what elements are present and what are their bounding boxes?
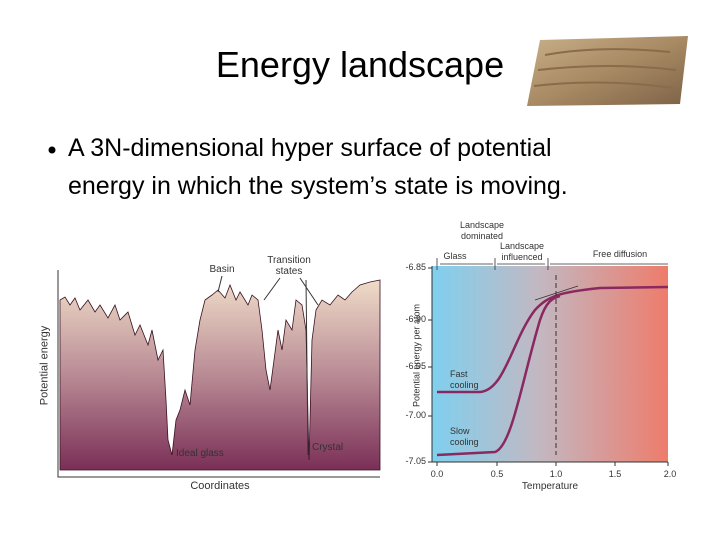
x-tick-label: 0.0 [430,469,444,479]
region-label: Glass [443,251,467,261]
tangent-line [534,285,579,301]
left-y-label: Potential energy [38,325,51,406]
slide-title: Energy landscape [215,44,505,85]
curve-label: Slow cooling [450,426,479,447]
y-tick-label: -7.05 [405,456,426,466]
y-tick-label: -6.95 [405,361,426,371]
energy-landscape [59,279,381,471]
bullet-line: A 3N-dimensional hyper surface of potent… [68,134,552,162]
y-tick-label: -7.00 [405,410,426,420]
region-label: Free diffusion [592,249,648,259]
x-tick-label: 1.0 [549,469,563,479]
right-y-label: Potential energy per atom [411,303,422,408]
left-axes [57,270,380,478]
x-tick-label: 0.5 [490,469,504,479]
figure-label: Ideal glass [176,448,224,459]
region-label: Landscape dominated [459,220,505,241]
right-x-label: Temperature [521,481,579,492]
slow-cooling-curve [436,294,561,457]
landscape-image [527,36,688,106]
left-x-label: Coordinates [190,480,250,492]
wood-grain [533,48,677,89]
pointer-lines [217,275,319,456]
x-tick-label: 1.5 [608,469,622,479]
x-tick-label: 2.0 [663,469,677,479]
y-tick-label: -6.85 [405,262,426,272]
tick-marks [428,267,669,466]
figure-label: Transition states [267,255,311,277]
region-label: Landscape influenced [499,241,545,262]
region-brackets [436,258,668,270]
bullet-dot [48,146,56,154]
fast-cooling-curve [437,285,669,394]
figure-label: Basin [209,264,235,275]
figure-label: Crystal [312,442,344,453]
curve-label: Fast cooling [450,369,479,390]
bullet-line: energy in which the system’s state is mo… [68,172,568,200]
y-tick-label: -6.90 [405,314,426,324]
